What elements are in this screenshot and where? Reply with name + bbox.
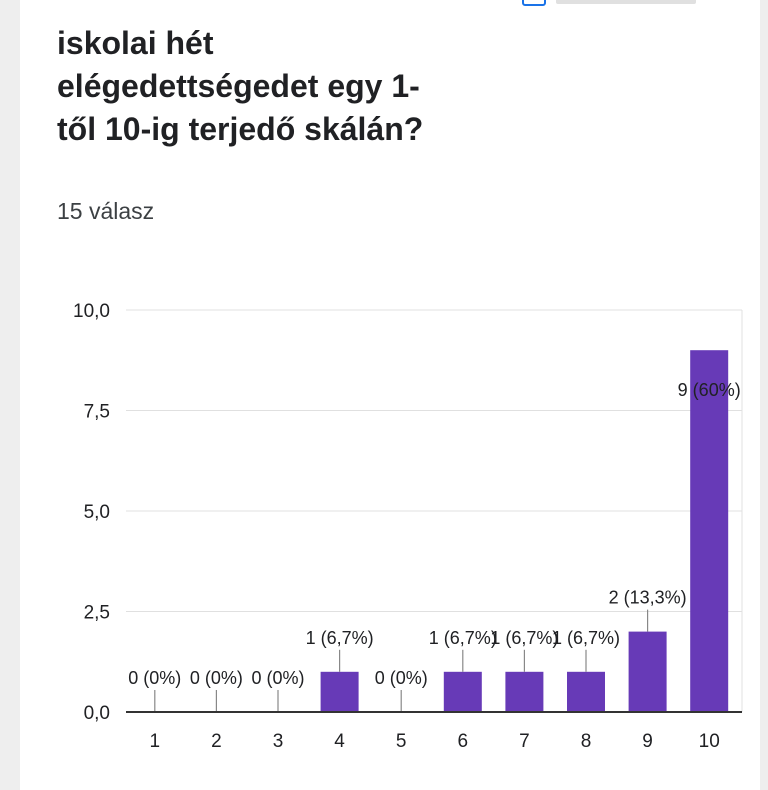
data-label: 0 (0%) <box>375 668 428 688</box>
edit-icon-label-placeholder <box>556 0 696 4</box>
x-tick-label: 9 <box>642 731 653 752</box>
x-tick-label: 5 <box>396 731 407 752</box>
data-label: 0 (0%) <box>251 668 304 688</box>
x-tick-label: 10 <box>699 731 720 752</box>
x-tick-label: 4 <box>334 731 345 752</box>
bar <box>567 671 605 712</box>
response-count: 15 válasz <box>57 198 155 224</box>
bar <box>690 350 729 712</box>
x-tick-label: 8 <box>581 731 592 752</box>
data-label: 1 (6,7%) <box>306 628 374 648</box>
y-tick-label: 0,0 <box>84 703 110 724</box>
edit-icon[interactable] <box>522 0 546 6</box>
bar <box>443 671 482 712</box>
data-label: 1 (6,7%) <box>490 628 558 648</box>
bar <box>505 671 544 712</box>
y-tick-label: 2,5 <box>84 603 110 624</box>
data-label: 9 (60%) <box>678 380 741 400</box>
y-tick-label: 10,0 <box>73 301 110 322</box>
bar <box>628 631 667 712</box>
y-tick-label: 7,5 <box>84 402 110 423</box>
data-label: 0 (0%) <box>190 668 243 688</box>
bar-chart: 0,0 2,5 5,0 7,5 10,0 0 (0%) 1 0 (0%) 2 0 (0%) 3 1 (… <box>73 301 743 752</box>
question-title: iskolai hét elégedettségedet egy 1- től … <box>57 25 424 147</box>
x-tick-label: 7 <box>519 731 530 752</box>
x-tick-label: 3 <box>273 731 284 752</box>
bar <box>320 671 359 712</box>
x-tick-label: 2 <box>211 731 222 752</box>
y-tick-label: 5,0 <box>84 502 110 523</box>
data-label: 1 (6,7%) <box>552 628 620 648</box>
x-tick-label: 6 <box>458 731 469 752</box>
data-label: 2 (13,3%) <box>609 588 687 608</box>
data-label: 0 (0%) <box>128 668 181 688</box>
x-tick-label: 1 <box>150 731 161 752</box>
data-label: 1 (6,7%) <box>429 628 497 648</box>
